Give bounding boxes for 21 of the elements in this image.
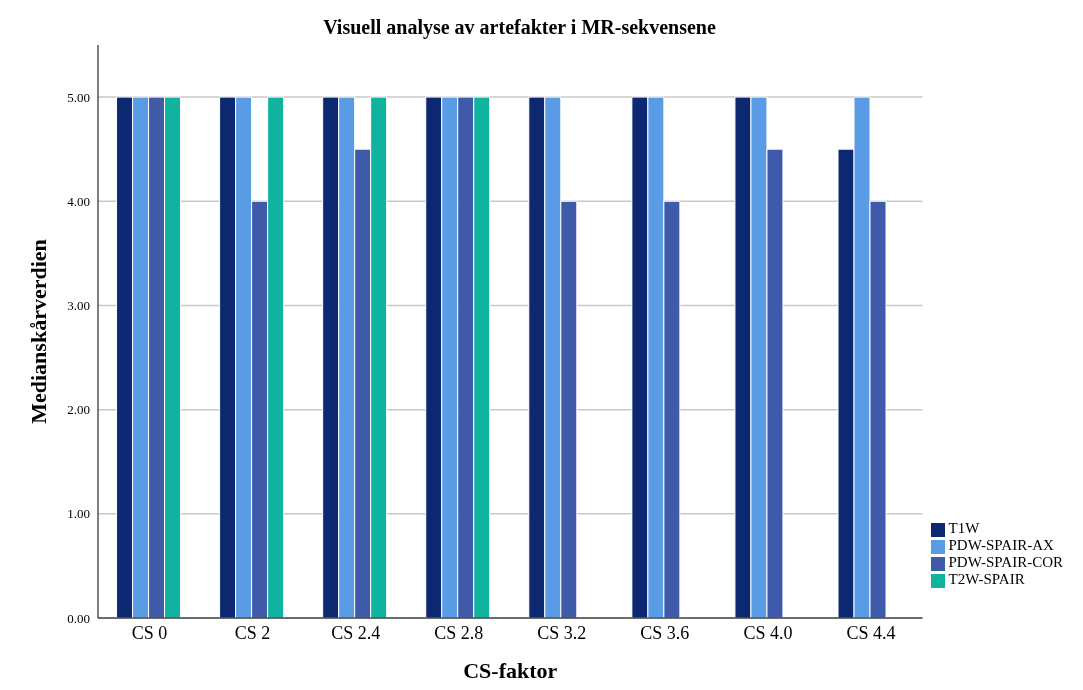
x-tick-label: CS 2 xyxy=(234,622,271,643)
legend-label: PDW-SPAIR-COR xyxy=(948,554,1063,570)
x-tick-label: CS 3.6 xyxy=(640,622,690,643)
legend-label: PDW-SPAIR-AX xyxy=(948,537,1054,553)
y-axis-title: Medianskårverdien xyxy=(25,239,51,424)
legend-label: T2W-SPAIR xyxy=(948,571,1025,587)
y-tick-label: 1.00 xyxy=(67,506,90,522)
y-tick-label: 4.00 xyxy=(67,193,90,209)
x-tick-label: CS 3.2 xyxy=(537,622,587,643)
y-tick-label: 3.00 xyxy=(67,298,90,314)
y-tick-label: 2.00 xyxy=(67,402,90,418)
x-axis-title: CS-faktor xyxy=(463,657,558,683)
x-tick-label: CS 4.0 xyxy=(743,622,793,643)
y-tick-label: 0.00 xyxy=(67,610,90,626)
y-tick-label: 5.00 xyxy=(67,89,90,105)
x-tick-label: CS 4.4 xyxy=(846,622,896,643)
legend-label: T1W xyxy=(948,520,980,536)
x-tick-label: CS 0 xyxy=(131,622,168,643)
x-tick-label: CS 2.4 xyxy=(331,622,381,643)
chart-title: Visuell analyse av artefakter i MR-sekvensene xyxy=(322,16,717,39)
x-tick-label: CS 2.8 xyxy=(434,622,484,643)
